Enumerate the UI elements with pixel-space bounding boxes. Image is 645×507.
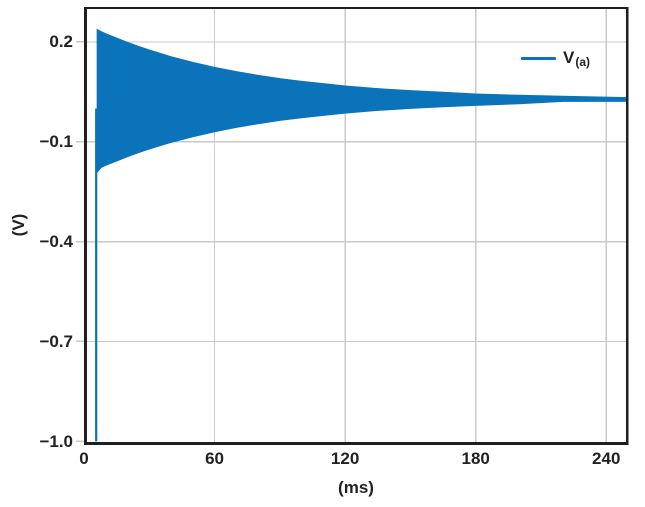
legend-line-swatch [521, 57, 556, 60]
x-tick-label: 60 [205, 449, 225, 468]
x-tick-label: 240 [592, 449, 621, 468]
y-tick-label: −0.4 [39, 232, 73, 252]
axes-spines [84, 7, 629, 445]
y-tick-label: 0.2 [49, 32, 73, 52]
legend: V(a) [521, 48, 591, 69]
legend-series-label-subscript: (a) [575, 55, 591, 69]
x-tick-label: 0 [79, 449, 89, 468]
y-tick-label: −1.0 [39, 431, 73, 451]
oscillation-envelope [96, 28, 628, 174]
waveform-series [95, 28, 628, 442]
y-tick-label: −0.7 [39, 331, 73, 351]
x-tick-label: 120 [330, 449, 360, 468]
y-tick-label: −0.1 [39, 132, 73, 152]
legend-series-label-main: V [563, 48, 575, 67]
x-axis-title: (ms) [338, 478, 374, 497]
x-tick-label: 180 [461, 449, 490, 468]
legend-series-label: V(a) [563, 48, 591, 69]
